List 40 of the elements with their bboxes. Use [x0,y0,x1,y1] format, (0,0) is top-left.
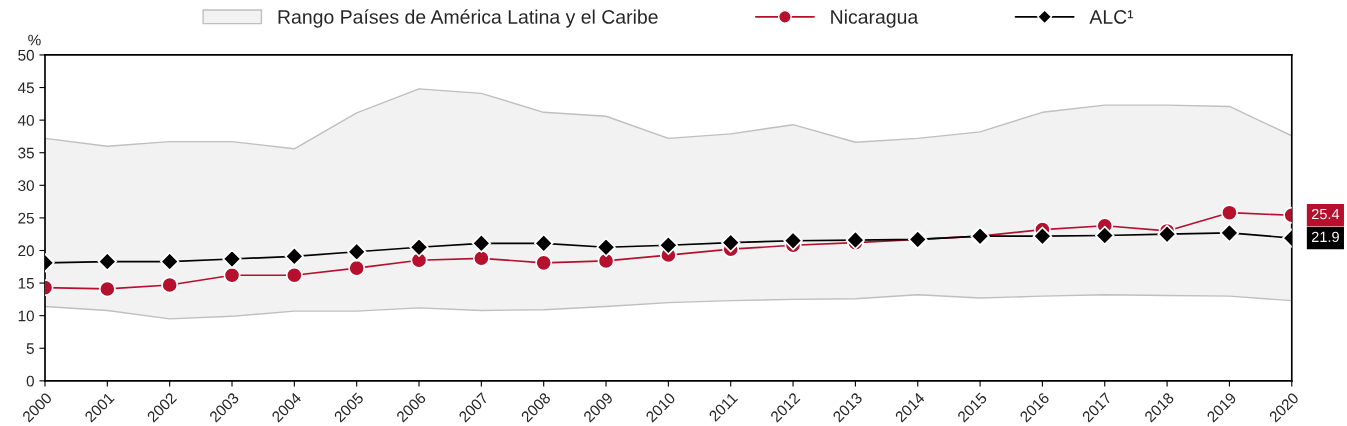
y-tick-label: 50 [18,49,34,61]
point [222,249,242,269]
y-axis-title: % [28,34,41,46]
point [161,276,179,294]
point [1219,223,1240,243]
point [347,242,367,262]
point [409,237,429,257]
point [721,232,741,253]
point [1220,204,1238,222]
point [535,254,553,272]
legend-label: Nicaragua [831,9,919,28]
point [98,280,116,298]
y-tick-label: 15 [18,278,34,289]
point [1032,226,1053,246]
point [534,233,554,253]
y-tick-label: 45 [17,82,34,94]
legend-label: ALC¹ [1089,10,1134,24]
point [223,266,241,284]
y-tick-label: 25 [18,212,34,224]
y-tick-label: 10 [18,310,34,322]
point [596,237,616,257]
y-tick-label: 35 [18,147,34,159]
point [658,235,679,255]
point [97,251,118,272]
y-tick-label: 0 [26,375,34,387]
point [159,251,180,272]
y-tick-label: 40 [17,115,34,126]
point [1095,225,1115,246]
point [471,233,492,253]
point [348,259,366,277]
data-label: 21.9 [1311,231,1339,243]
point [285,266,303,284]
legend-label: Rango Países de América Latina y el Caribe [278,9,658,28]
point [284,246,305,267]
y-tick-label: 20 [18,245,34,257]
y-tick-label: 30 [18,180,34,191]
data-label: 25.4 [1311,208,1340,220]
y-tick-label: 5 [26,343,34,354]
point [472,249,490,267]
point [783,231,803,251]
